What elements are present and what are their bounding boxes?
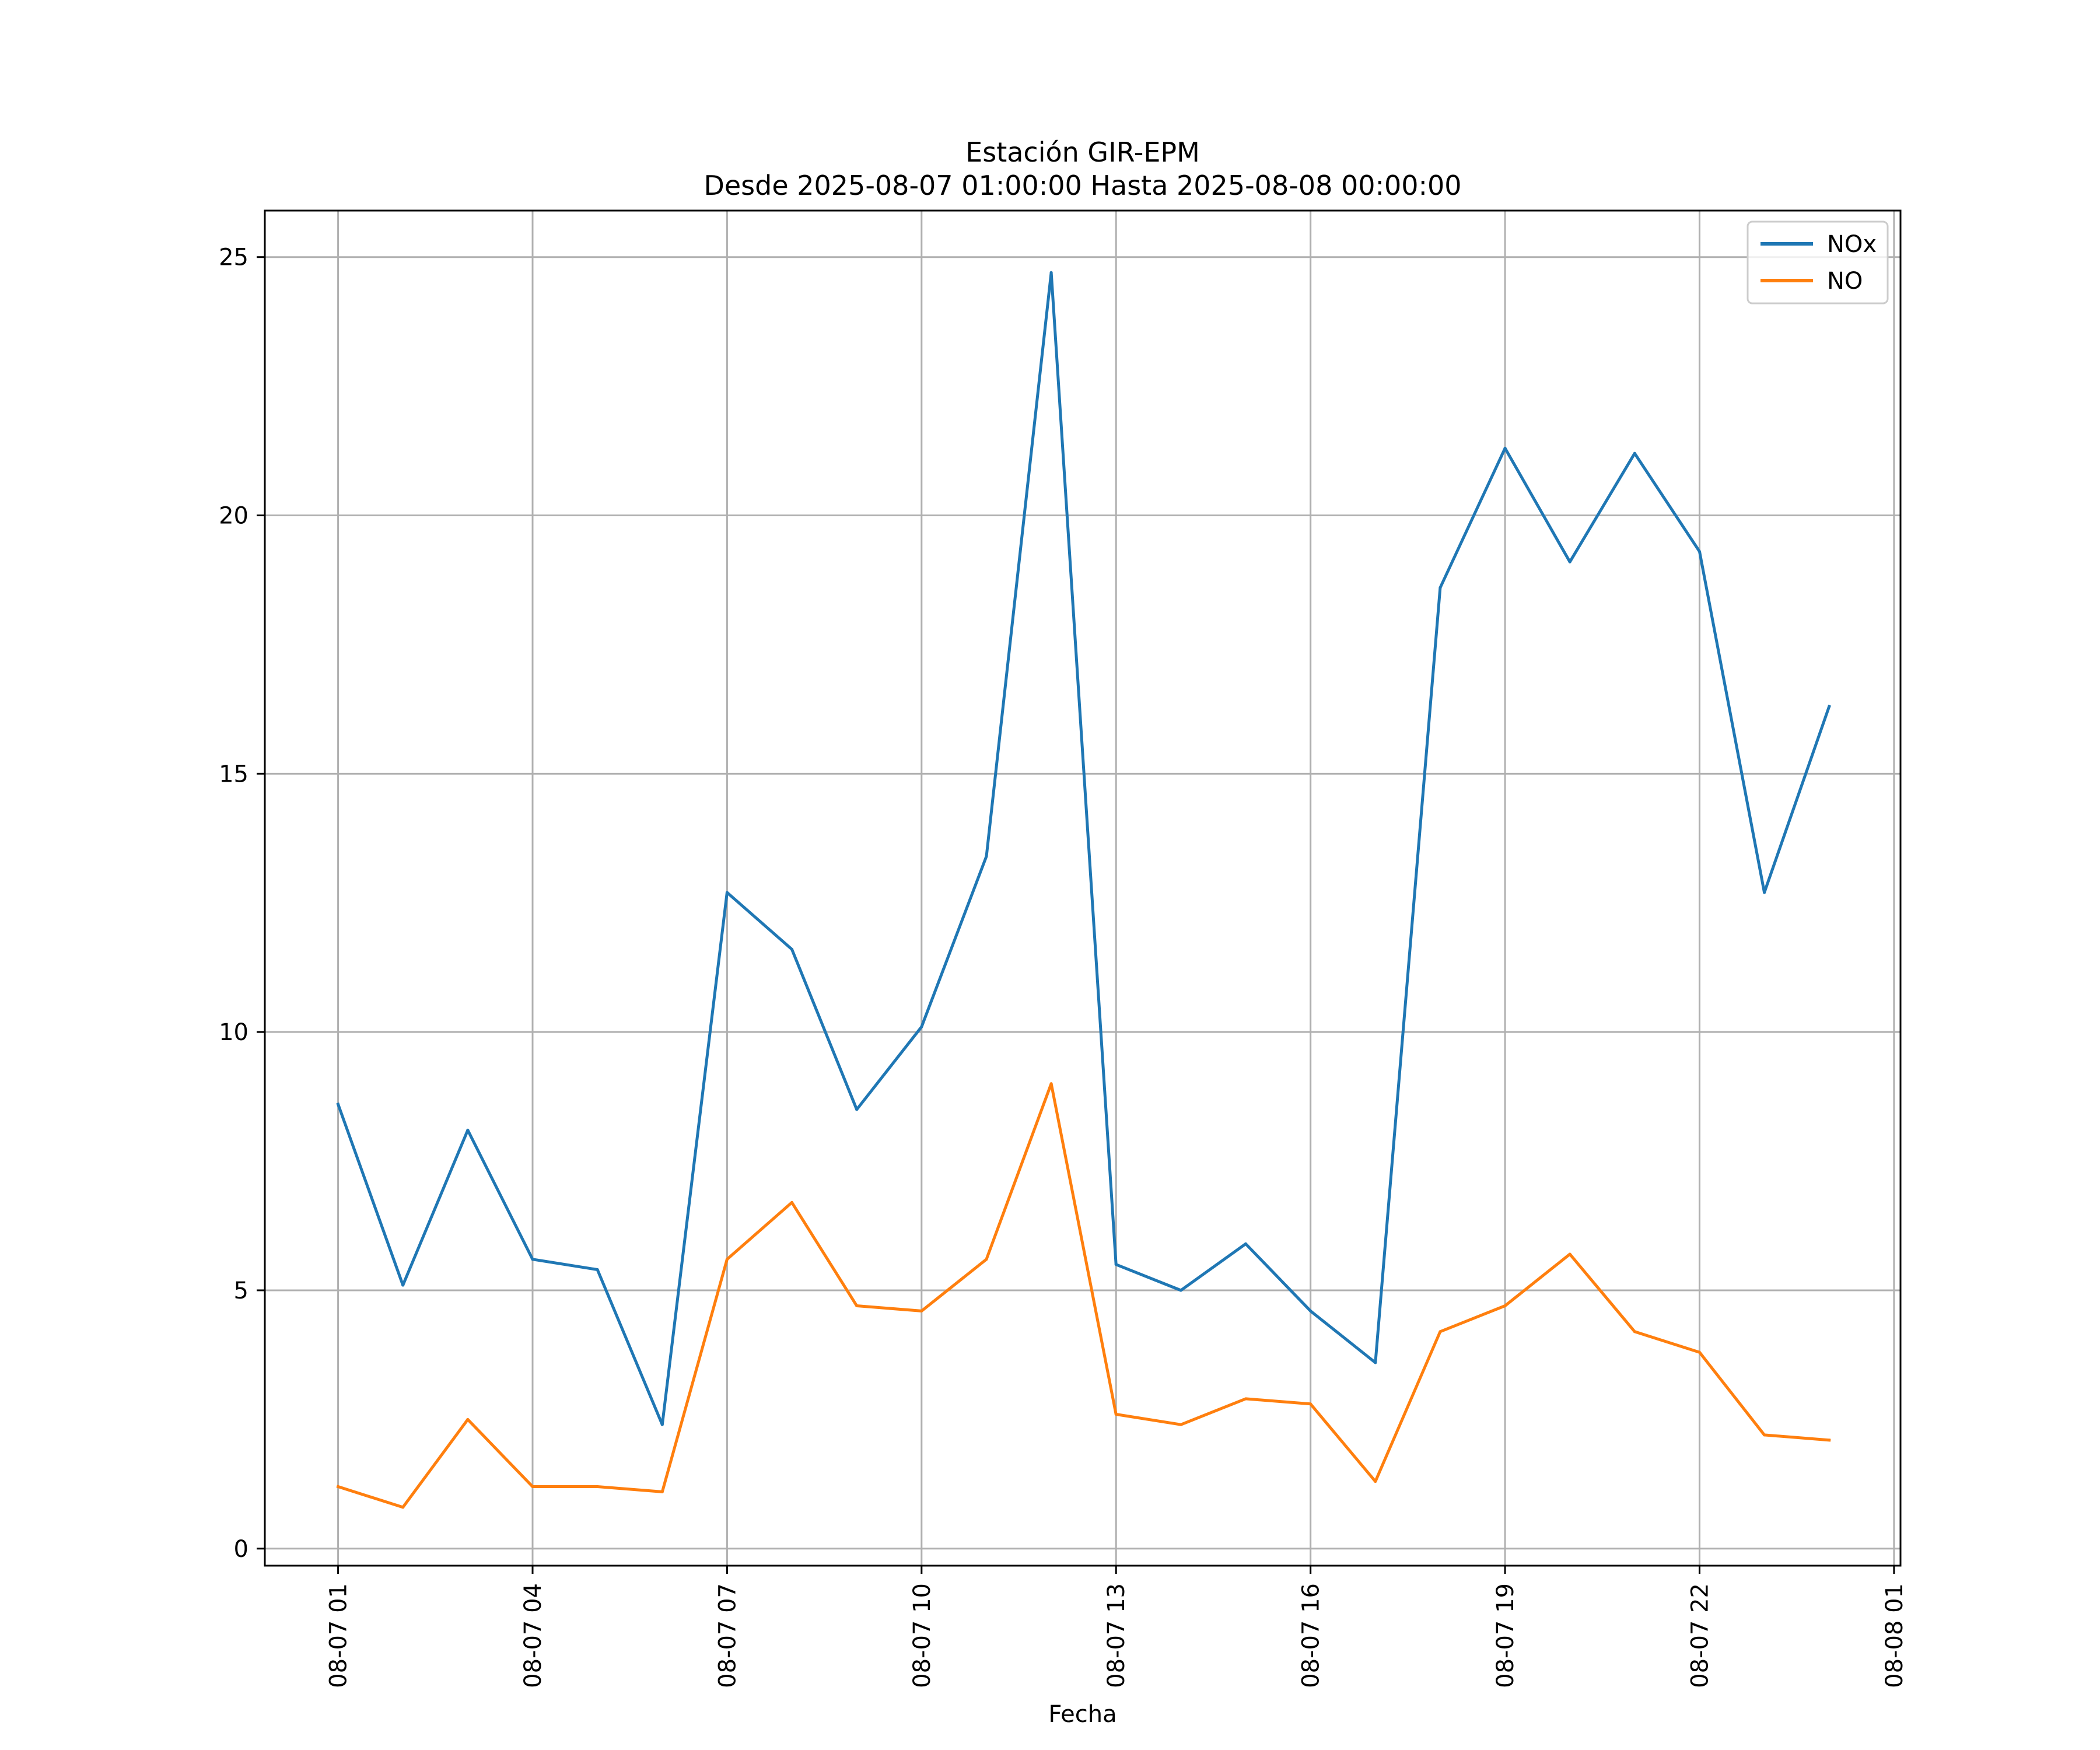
y-tick-label: 0	[234, 1536, 249, 1563]
data-point-no	[1763, 1433, 1766, 1437]
data-point-nox	[1438, 586, 1442, 590]
data-point-no	[337, 1485, 340, 1488]
data-point-no	[466, 1418, 470, 1421]
data-point-no	[1438, 1330, 1442, 1334]
data-point-nox	[1374, 1361, 1377, 1364]
data-point-no	[1179, 1423, 1182, 1426]
data-point-no	[1568, 1252, 1572, 1256]
data-point-no	[920, 1309, 923, 1312]
data-point-no	[596, 1485, 599, 1488]
data-point-nox	[660, 1423, 664, 1426]
series-line-no	[336, 1082, 1831, 1509]
data-point-nox	[531, 1258, 534, 1261]
x-axis-label: Fecha	[1048, 1701, 1116, 1728]
data-point-no	[1374, 1480, 1377, 1483]
data-point-nox	[725, 891, 729, 894]
chart-subtitle: Desde 2025-08-07 01:00:00 Hasta 2025-08-…	[704, 170, 1461, 201]
data-point-nox	[1049, 271, 1053, 274]
data-point-no	[855, 1304, 859, 1308]
data-point-nox	[466, 1128, 470, 1132]
data-point-no	[1309, 1402, 1312, 1406]
data-point-nox	[1633, 452, 1636, 455]
x-tick-label: 08-07 07	[714, 1583, 741, 1688]
data-point-nox	[1503, 446, 1507, 450]
data-point-nox	[337, 1102, 340, 1106]
data-point-no	[531, 1485, 534, 1488]
legend: NOx NO	[1746, 220, 1889, 304]
y-tick-label: 5	[234, 1278, 249, 1304]
data-point-no	[660, 1490, 664, 1493]
y-tick-label: 20	[219, 503, 249, 530]
data-point-nox	[1244, 1242, 1248, 1245]
x-tick-label: 08-07 04	[520, 1583, 547, 1688]
data-point-no	[1503, 1304, 1507, 1308]
data-point-nox	[1568, 560, 1572, 564]
grid	[265, 211, 1901, 1566]
data-point-no	[1244, 1397, 1248, 1401]
data-point-no	[1049, 1082, 1053, 1086]
y-axis: 0 5 10 15 20 25	[219, 244, 265, 1563]
data-point-no	[985, 1258, 988, 1261]
data-point-nox	[1828, 705, 1831, 708]
data-point-nox	[1698, 550, 1701, 554]
data-point-nox	[855, 1108, 859, 1111]
data-point-nox	[1114, 1263, 1118, 1266]
y-tick-label: 15	[219, 761, 249, 788]
x-tick-label: 08-07 10	[909, 1583, 936, 1688]
data-point-no	[790, 1200, 794, 1204]
data-point-nox	[596, 1268, 599, 1272]
plot-area-frame	[264, 209, 1902, 1567]
y-tick-label: 10	[219, 1019, 249, 1046]
x-tick-label: 08-07 22	[1686, 1583, 1713, 1688]
series-lines	[336, 271, 1831, 1509]
series-line-nox	[336, 271, 1831, 1426]
data-point-no	[1828, 1438, 1831, 1442]
data-point-no	[1114, 1413, 1118, 1416]
x-axis: 08-07 01 08-07 04 08-07 07 08-07 10 08-07 13…	[326, 1566, 1908, 1688]
x-tick-label: 08-07 16	[1298, 1583, 1325, 1688]
x-tick-label: 08-08 01	[1881, 1583, 1908, 1688]
x-tick-label: 08-07 19	[1492, 1583, 1519, 1688]
y-tick-label: 25	[219, 244, 249, 271]
data-point-no	[1633, 1330, 1636, 1334]
data-point-nox	[985, 855, 988, 858]
data-point-nox	[1309, 1309, 1312, 1312]
data-point-nox	[920, 1025, 923, 1028]
legend-label-no: NO	[1827, 268, 1863, 295]
data-point-nox	[401, 1283, 405, 1287]
data-point-nox	[1763, 891, 1766, 894]
data-point-nox	[790, 947, 794, 951]
x-tick-label: 08-07 13	[1103, 1583, 1130, 1688]
x-tick-label: 08-07 01	[326, 1583, 352, 1688]
chart-title: Estación GIR-EPM	[965, 136, 1200, 168]
data-point-nox	[1179, 1289, 1182, 1292]
data-point-no	[725, 1258, 729, 1261]
data-point-no	[1698, 1350, 1701, 1354]
legend-label-nox: NOx	[1827, 231, 1877, 258]
data-point-no	[401, 1506, 405, 1509]
